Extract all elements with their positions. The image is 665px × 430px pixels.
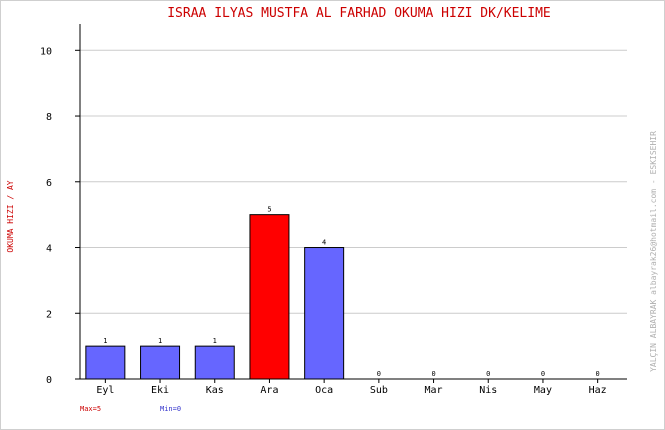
chart-title: ISRAA ILYAS MUSTFA AL FARHAD OKUMA HIZI …: [167, 6, 551, 21]
x-tick-label: Mar: [425, 385, 443, 396]
bar-data-label: 5: [267, 206, 271, 214]
bar: [85, 345, 126, 380]
bar-data-labels: 1 1 1 5 4 0 0 0 0 0: [103, 206, 600, 378]
bar-data-label: 0: [541, 370, 545, 378]
max-value-label: Max=5: [80, 405, 101, 413]
bar-data-label: 1: [213, 337, 217, 345]
bar-data-label: 0: [377, 370, 381, 378]
bar: [140, 345, 181, 380]
gridlines: [80, 49, 627, 314]
y-tick-label: 6: [46, 178, 52, 189]
y-axis-label: OKUMA HIZI / AY: [6, 180, 15, 252]
bar: [249, 214, 290, 380]
x-tick-label: Nis: [479, 385, 497, 396]
bar-data-label: 1: [103, 337, 107, 345]
bar-data-label: 1: [158, 337, 162, 345]
bar-data-label: 0: [431, 370, 435, 378]
x-tick-label: May: [534, 385, 552, 396]
y-axis-ticks: 0 2 4 6 8 10: [40, 46, 80, 386]
y-tick-label: 8: [46, 112, 52, 123]
min-value-label: Min=0: [160, 405, 181, 413]
bar: [194, 345, 235, 380]
y-tick-label: 4: [46, 244, 52, 255]
y-tick-label: 10: [40, 46, 52, 57]
x-tick-label: Eki: [151, 385, 169, 396]
bars: [85, 214, 345, 380]
bar: [304, 247, 345, 380]
x-tick-label: Ara: [260, 385, 278, 396]
author-watermark: YALÇIN ALBAYRAK albayrak26@hotmail.com -…: [649, 131, 658, 372]
bar-data-label: 4: [322, 239, 326, 247]
x-axis-ticks: Eyl Eki Kas Ara Oca Sub Mar Nis May Haz: [96, 379, 607, 396]
bar-data-label: 0: [596, 370, 600, 378]
x-tick-label: Kas: [206, 385, 224, 396]
bar-data-label: 0: [486, 370, 490, 378]
x-tick-label: Sub: [370, 385, 388, 396]
x-tick-label: Eyl: [96, 385, 114, 396]
x-tick-label: Oca: [315, 385, 333, 396]
y-tick-label: 2: [46, 309, 52, 320]
axes: [79, 24, 627, 380]
y-tick-label: 0: [46, 375, 52, 386]
x-tick-label: Haz: [589, 385, 607, 396]
